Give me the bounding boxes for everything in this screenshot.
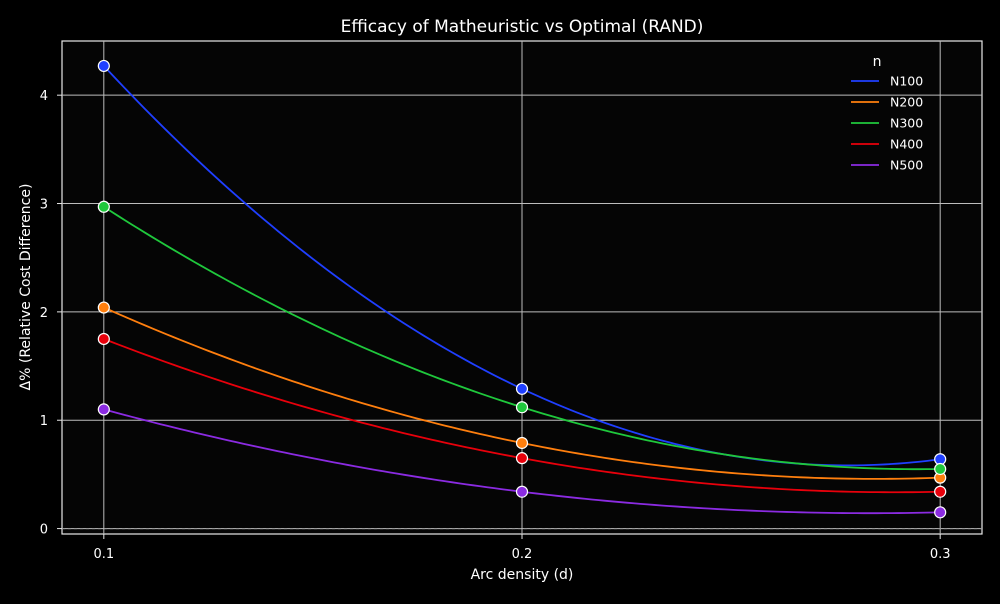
data-point-n200	[515, 436, 529, 450]
legend: n N100 N200 N300 N400 N500	[851, 54, 923, 173]
y-tick-label: 2	[40, 306, 48, 321]
legend-entry: N300	[890, 116, 923, 131]
y-tick-label: 3	[40, 198, 48, 213]
data-point-n100	[97, 59, 110, 73]
data-point-n500	[515, 485, 529, 498]
y-tick-label: 1	[40, 414, 48, 429]
chart-title: Efficacy of Matheuristic vs Optimal (RAN…	[341, 17, 704, 37]
data-point-n400	[934, 485, 947, 498]
x-tick-label: 0.1	[93, 547, 114, 562]
data-point-n400	[515, 452, 529, 465]
y-axis-label: Δ% (Relative Cost Difference)	[18, 184, 34, 391]
y-tick-label: 0	[40, 523, 48, 538]
y-tick-label: 4	[40, 89, 48, 104]
data-point-n300	[934, 462, 947, 476]
x-tick-label: 0.2	[512, 547, 533, 562]
data-point-n100	[515, 382, 529, 395]
legend-title: n	[873, 54, 882, 70]
data-point-n200	[97, 301, 110, 314]
legend-entry: N100	[890, 74, 923, 89]
data-point-n300	[515, 401, 529, 414]
legend-entry: N200	[890, 95, 923, 110]
legend-entry: N400	[890, 137, 923, 152]
data-point-n400	[97, 332, 110, 346]
data-point-n500	[934, 506, 947, 519]
x-tick-label: 0.3	[930, 547, 951, 562]
data-point-n500	[97, 403, 110, 416]
data-point-n300	[97, 200, 110, 213]
legend-entry: N500	[890, 158, 923, 173]
x-axis-label: Arc density (d)	[471, 567, 574, 583]
